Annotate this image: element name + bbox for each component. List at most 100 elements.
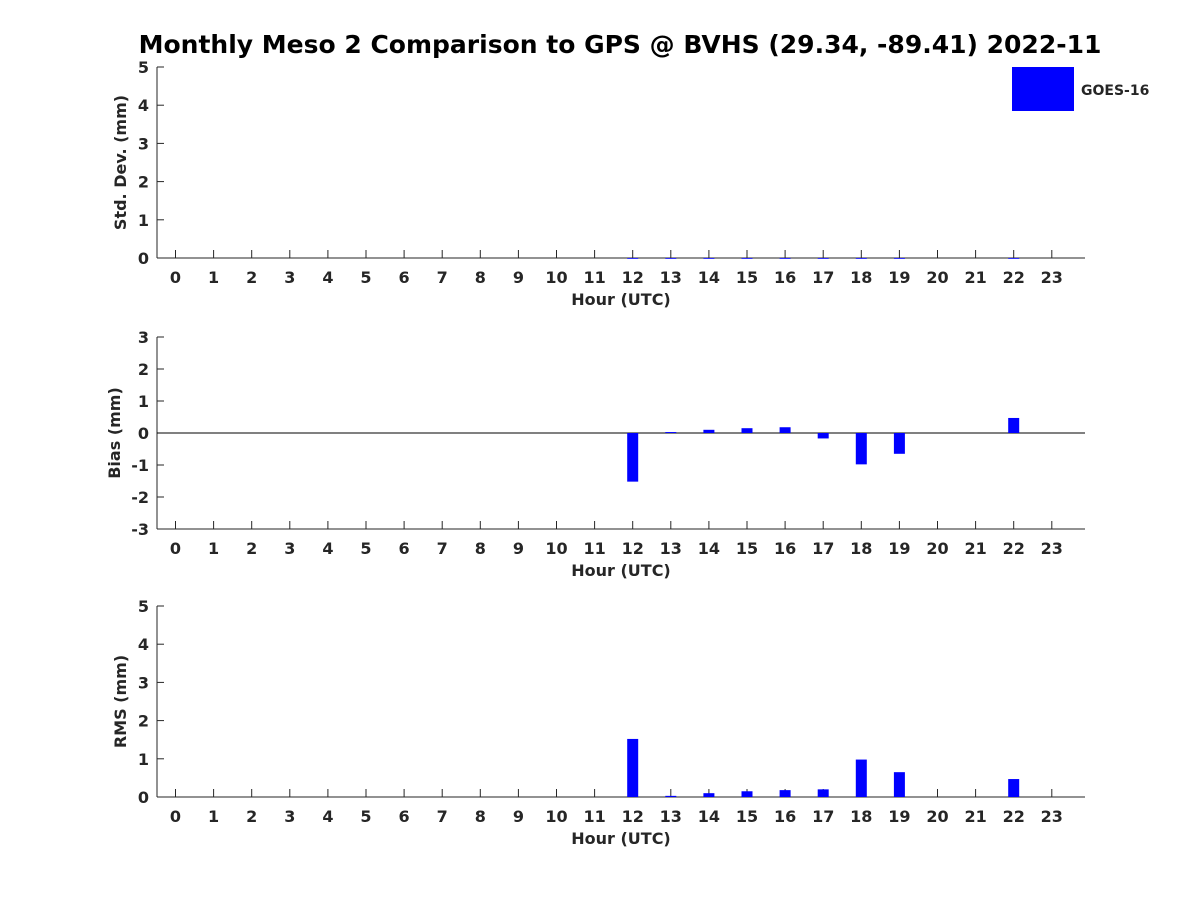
- x-tick-label: 21: [964, 539, 986, 558]
- y-tick-label: -3: [131, 520, 149, 539]
- y-tick-label: -1: [131, 456, 149, 475]
- bar-hour-19: [893, 433, 905, 454]
- x-tick-label: 22: [1003, 268, 1025, 287]
- x-tick-label: 3: [284, 807, 295, 826]
- x-tick-label: 6: [399, 807, 410, 826]
- x-tick-label: 10: [545, 268, 567, 287]
- x-tick-label: 1: [208, 807, 219, 826]
- y-axis-label: RMS (mm): [111, 655, 130, 748]
- x-tick-label: 12: [622, 268, 644, 287]
- y-tick-label: 0: [138, 424, 149, 443]
- bar-hour-22: [1008, 417, 1020, 433]
- x-tick-label: 10: [545, 539, 567, 558]
- x-tick-label: 7: [437, 807, 448, 826]
- x-tick-label: 21: [964, 268, 986, 287]
- x-tick-label: 22: [1003, 539, 1025, 558]
- x-tick-label: 6: [399, 268, 410, 287]
- bar-hour-17: [817, 433, 829, 439]
- y-tick-label: 2: [138, 173, 149, 192]
- y-axis-label: Std. Dev. (mm): [111, 95, 130, 230]
- bar-hour-16: [779, 258, 791, 259]
- x-tick-label: 12: [622, 807, 644, 826]
- x-tick-label: 18: [850, 268, 872, 287]
- x-tick-label: 0: [170, 268, 181, 287]
- y-tick-label: 4: [138, 635, 149, 654]
- x-tick-label: 22: [1003, 807, 1025, 826]
- bar-hour-12: [627, 433, 639, 482]
- x-tick-label: 19: [888, 268, 910, 287]
- x-tick-label: 7: [437, 268, 448, 287]
- y-tick-label: 3: [138, 328, 149, 347]
- x-tick-label: 14: [698, 539, 720, 558]
- x-tick-label: 21: [964, 807, 986, 826]
- y-tick-label: 1: [138, 750, 149, 769]
- bar-hour-14: [703, 258, 715, 259]
- x-axis-label: Hour (UTC): [571, 561, 671, 580]
- bar-hour-12: [627, 258, 639, 259]
- x-tick-label: 8: [475, 807, 486, 826]
- bar-hour-17: [817, 258, 829, 259]
- x-tick-label: 13: [660, 268, 682, 287]
- bar-hour-22: [1008, 779, 1020, 797]
- y-tick-label: 0: [138, 249, 149, 268]
- x-tick-label: 5: [360, 807, 371, 826]
- x-tick-label: 14: [698, 268, 720, 287]
- x-tick-label: 2: [246, 539, 257, 558]
- y-axis-label: Bias (mm): [105, 387, 124, 479]
- bar-hour-18: [855, 433, 867, 465]
- bar-hour-18: [855, 258, 867, 259]
- x-tick-label: 9: [513, 268, 524, 287]
- x-tick-label: 3: [284, 539, 295, 558]
- x-tick-label: 11: [583, 807, 605, 826]
- bar-hour-14: [703, 429, 715, 433]
- x-tick-label: 16: [774, 807, 796, 826]
- x-tick-label: 23: [1041, 539, 1063, 558]
- x-tick-label: 8: [475, 268, 486, 287]
- x-tick-label: 11: [583, 539, 605, 558]
- x-tick-label: 20: [926, 807, 948, 826]
- y-tick-label: 2: [138, 360, 149, 379]
- x-tick-label: 11: [583, 268, 605, 287]
- x-tick-label: 19: [888, 807, 910, 826]
- x-tick-label: 15: [736, 268, 758, 287]
- bar-hour-15: [741, 428, 753, 433]
- x-tick-label: 7: [437, 539, 448, 558]
- bar-hour-22: [1008, 258, 1020, 259]
- bar-hour-13: [665, 795, 677, 797]
- x-tick-label: 20: [926, 268, 948, 287]
- x-tick-label: 18: [850, 807, 872, 826]
- x-tick-label: 12: [622, 539, 644, 558]
- y-tick-label: 3: [138, 134, 149, 153]
- x-tick-label: 23: [1041, 807, 1063, 826]
- y-tick-label: 2: [138, 712, 149, 731]
- x-tick-label: 1: [208, 268, 219, 287]
- x-axis-label: Hour (UTC): [571, 829, 671, 848]
- x-tick-label: 4: [322, 807, 333, 826]
- bar-hour-16: [779, 790, 791, 797]
- x-tick-label: 6: [399, 539, 410, 558]
- x-tick-label: 8: [475, 539, 486, 558]
- bar-hour-18: [855, 759, 867, 797]
- x-tick-label: 4: [322, 539, 333, 558]
- x-tick-label: 18: [850, 539, 872, 558]
- bar-hour-19: [893, 772, 905, 797]
- x-tick-label: 20: [926, 539, 948, 558]
- bar-hour-16: [779, 427, 791, 433]
- x-tick-label: 16: [774, 539, 796, 558]
- x-tick-label: 13: [660, 539, 682, 558]
- x-tick-label: 2: [246, 268, 257, 287]
- x-tick-label: 14: [698, 807, 720, 826]
- x-tick-label: 4: [322, 268, 333, 287]
- x-tick-label: 17: [812, 807, 834, 826]
- x-tick-label: 0: [170, 539, 181, 558]
- x-tick-label: 17: [812, 268, 834, 287]
- y-tick-label: 1: [138, 392, 149, 411]
- bar-hour-19: [893, 258, 905, 259]
- bar-hour-15: [741, 791, 753, 797]
- y-tick-label: -2: [131, 488, 149, 507]
- x-axis-label: Hour (UTC): [571, 290, 671, 309]
